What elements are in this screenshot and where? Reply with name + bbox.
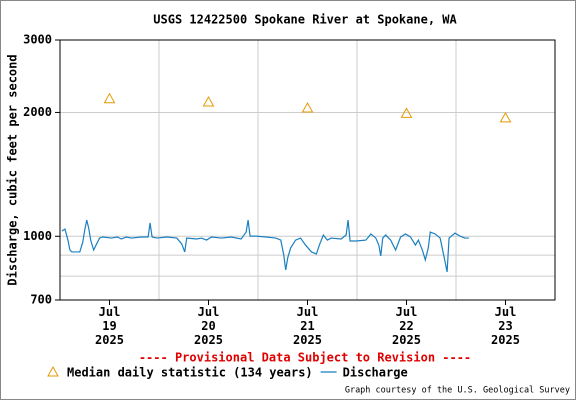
legend-label: Median daily statistic (134 years) [67, 366, 313, 380]
y-tick-label: 1000 [23, 229, 52, 243]
median-marker [499, 111, 512, 123]
y-tick-label: 700 [30, 293, 52, 307]
discharge-line [61, 219, 469, 273]
legend-marker [47, 365, 59, 377]
provisional-notice: ---- Provisional Data Subject to Revisio… [139, 351, 471, 365]
chart-title: USGS 12422500 Spokane River at Spokane, … [153, 13, 457, 27]
x-tick-label: Jul 21 2025 [293, 305, 322, 347]
median-marker [400, 107, 413, 118]
median-marker [301, 101, 314, 113]
median-marker [103, 92, 116, 104]
x-tick-label: Jul 20 2025 [194, 305, 223, 347]
plot-area [59, 39, 556, 301]
y-axis-label: Discharge, cubic feet per second [6, 54, 20, 285]
credit: Graph courtesy of the U.S. Geological Su… [345, 386, 570, 396]
x-tick-label: Jul 22 2025 [392, 305, 421, 347]
y-tick-label: 3000 [23, 33, 52, 47]
legend-label: Discharge [343, 366, 408, 380]
x-tick-label: Jul 23 2025 [491, 305, 520, 347]
y-tick-label: 2000 [23, 105, 52, 119]
median-marker [202, 96, 215, 107]
x-tick-label: Jul 19 2025 [95, 305, 124, 347]
